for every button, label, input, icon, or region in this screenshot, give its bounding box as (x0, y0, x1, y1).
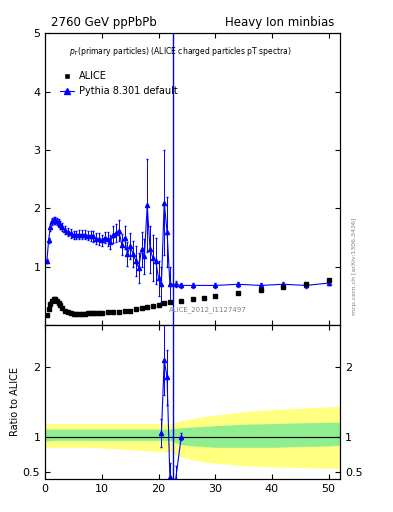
Text: $p_T$(primary particles) (ALICE charged particles pT spectra): $p_T$(primary particles) (ALICE charged … (69, 45, 291, 58)
Text: ALICE_2012_I1127497: ALICE_2012_I1127497 (169, 307, 247, 313)
Text: mcp.cern.ch [arXiv:1306.3436]: mcp.cern.ch [arXiv:1306.3436] (352, 218, 357, 315)
Text: 2760 GeV ppPbPb: 2760 GeV ppPbPb (51, 16, 157, 29)
Legend: ALICE, Pythia 8.301 default: ALICE, Pythia 8.301 default (56, 67, 182, 100)
Text: Heavy Ion minbias: Heavy Ion minbias (225, 16, 334, 29)
Y-axis label: Ratio to ALICE: Ratio to ALICE (10, 368, 20, 436)
